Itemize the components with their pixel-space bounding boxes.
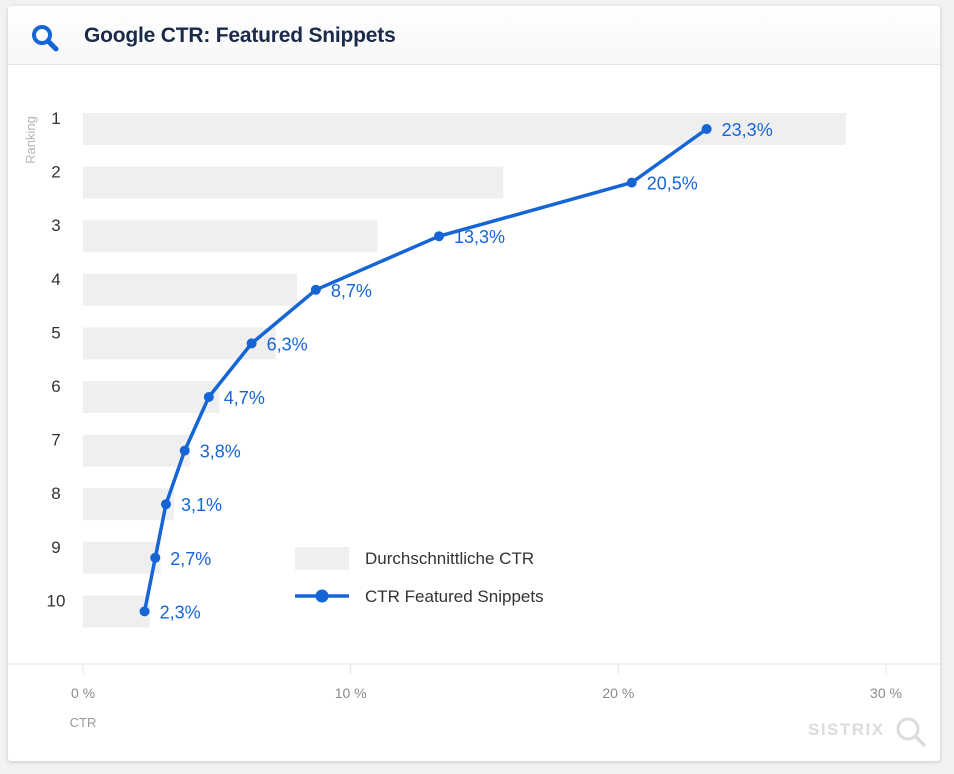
card-header: Google CTR: Featured Snippets: [8, 6, 940, 65]
x-tick-label: 20 %: [602, 685, 634, 701]
data-label: 2,3%: [160, 602, 201, 622]
search-icon[interactable]: [30, 23, 60, 53]
data-label: 8,7%: [331, 281, 372, 301]
y-tick-label: 8: [51, 484, 60, 503]
chart-area: 0 % 10 % 20 % 30 % CTR Ranking 1 2 3 4 5 6 7 8 9 10 23,3…: [8, 109, 940, 730]
y-tick-label: 9: [51, 538, 60, 557]
x-tick-label: 30 %: [870, 685, 902, 701]
data-label: 4,7%: [224, 388, 265, 408]
y-tick-label: 6: [51, 377, 60, 396]
data-label: 13,3%: [454, 227, 505, 247]
data-label: 3,8%: [200, 442, 241, 462]
snippet-ctr-point: [433, 231, 444, 242]
snippet-ctr-point: [139, 606, 150, 617]
snippet-ctr-point: [203, 392, 214, 402]
ctr-bar: [83, 113, 846, 145]
y-tick-label: 1: [51, 109, 60, 128]
data-label: 3,1%: [181, 495, 222, 515]
brand-magnifier-icon: [896, 717, 926, 747]
legend-label: CTR Featured Snippets: [365, 587, 544, 606]
snippet-ctr-point: [310, 284, 321, 295]
y-tick-label: 10: [47, 591, 66, 610]
page-title: Google CTR: Featured Snippets: [84, 24, 396, 47]
x-tick-label: 10 %: [335, 685, 367, 701]
x-axis-label: CTR: [70, 715, 97, 730]
brand-logo-text: SISTRIX: [808, 720, 885, 739]
x-tick-label: 0 %: [71, 685, 95, 701]
snippet-ctr-point: [626, 177, 637, 188]
y-tick-label: 3: [51, 216, 60, 235]
legend-swatch-point: [315, 589, 329, 603]
data-label: 20,5%: [647, 174, 698, 194]
ctr-bar: [83, 381, 220, 413]
chart-card: Google CTR: Featured Snippets 0 % 10 % 20 …: [8, 6, 940, 761]
snippet-ctr-line: [142, 127, 708, 612]
ctr-bar: [83, 541, 161, 574]
ctr-bar: [83, 434, 191, 467]
snippet-ctr-point: [150, 552, 161, 563]
y-tick-label: 7: [51, 431, 60, 450]
data-label: 23,3%: [722, 120, 773, 140]
data-label: 2,7%: [170, 549, 211, 569]
ctr-bar: [83, 273, 298, 306]
data-label: 6,3%: [267, 334, 308, 354]
legend-label: Durchschnittliche CTR: [365, 549, 534, 568]
ctr-bar: [83, 166, 504, 199]
y-tick-label: 5: [51, 323, 60, 342]
ctr-bar: [83, 488, 175, 521]
ctr-bar: [83, 220, 378, 253]
y-tick-label: 4: [51, 270, 60, 289]
y-axis-label: Ranking: [23, 116, 38, 164]
snippet-ctr-point: [160, 499, 171, 510]
ctr-bar: [83, 595, 150, 628]
snippet-ctr-point: [179, 445, 190, 456]
snippet-ctr-point: [246, 338, 257, 349]
snippet-ctr-point: [701, 124, 712, 134]
y-tick-label: 2: [51, 163, 60, 182]
legend-swatch-bar: [295, 547, 349, 570]
